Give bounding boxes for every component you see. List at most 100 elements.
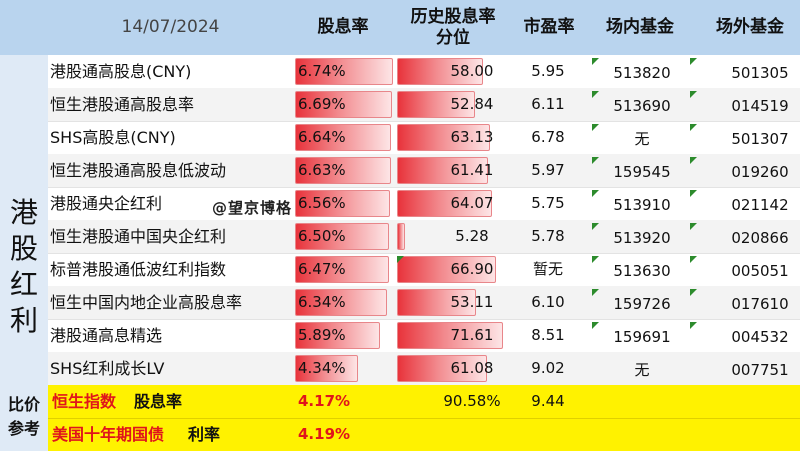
comment-marker-icon [690, 289, 697, 296]
onsite-fund-code: 513910 [613, 196, 671, 214]
header-percentile-line2: 分位 [436, 27, 470, 48]
yield-bar [295, 58, 393, 85]
header-pe: 市盈率 [523, 17, 575, 37]
percentile-value: 61.08 [450, 359, 494, 377]
pe-value: 5.78 [531, 227, 565, 245]
index-name: 港股通央企红利 [50, 194, 163, 213]
percentile-bar [397, 91, 476, 118]
percentile-bar [397, 58, 483, 85]
percentile-value: 53.11 [450, 293, 494, 311]
header-yield: 股息率 [317, 17, 369, 37]
percentile-value: 52.84 [450, 95, 494, 113]
comment-marker-icon [690, 157, 697, 164]
yield-value: 6.47% [298, 260, 346, 278]
category-side-panel: 港 股 红 利 [0, 55, 48, 385]
offsite-fund-code: 014519 [731, 97, 789, 115]
yield-value: 6.34% [298, 293, 346, 311]
comment-marker-icon [592, 190, 599, 197]
comment-marker-icon [690, 322, 697, 329]
pe-value: 6.78 [531, 128, 565, 146]
bond-name: 美国十年期国债 [52, 425, 165, 444]
comment-marker-icon [690, 223, 697, 230]
category-char: 港 [9, 196, 38, 229]
onsite-fund-code: 513920 [613, 229, 671, 247]
comment-marker-icon [690, 124, 697, 131]
index-name: 港股通高息精选 [50, 326, 163, 345]
offsite-fund-code: 004532 [731, 328, 789, 346]
percentile-value: 5.28 [455, 227, 489, 245]
yield-value: 5.89% [298, 326, 346, 344]
yield-bar [295, 289, 387, 316]
category-char: 利 [9, 304, 38, 337]
reference-section: 比价 参考 恒生指数 股息率 4.17% 90.58% 9.44 美国十年期国债… [0, 385, 800, 451]
percentile-value: 64.07 [450, 194, 494, 212]
comment-marker-icon [690, 256, 697, 263]
index-name: 恒生港股通高股息率 [50, 95, 195, 114]
onsite-fund-code: 159545 [613, 163, 671, 181]
pe-value: 6.11 [531, 95, 565, 113]
yield-value: 6.56% [298, 194, 346, 212]
comment-marker-icon [592, 91, 599, 98]
yield-bar [295, 256, 389, 283]
percentile-bar [397, 289, 476, 316]
pe-value: 6.10 [531, 293, 565, 311]
header-percentile-line1: 历史股息率 [410, 6, 496, 27]
yield-value: 6.50% [298, 227, 346, 245]
index-name: SHS高股息(CNY) [50, 128, 176, 147]
bond-rate: 4.19% [298, 425, 351, 443]
percentile-bar [397, 124, 491, 151]
onsite-fund-code: 159691 [613, 328, 671, 346]
pe-value: 8.51 [531, 326, 565, 344]
table-row: SHS红利成长LV 4.34% 61.08 9.02 无 007751 [48, 352, 800, 386]
table-row: 港股通央企红利 6.56% 64.07 5.75 513910 021142 [48, 187, 800, 221]
bond-label: 利率 [188, 425, 221, 444]
pe-value: 暂无 [532, 260, 563, 278]
offsite-fund-code: 021142 [731, 196, 789, 214]
hsi-percentile: 90.58% [443, 392, 501, 410]
header-percentile: 历史股息率 分位 [393, 0, 513, 55]
table-row: 恒生港股通高股息率 6.69% 52.84 6.11 513690 014519 [48, 88, 800, 122]
table-row: 港股通高股息(CNY) 6.74% 58.00 5.95 513820 501305 [48, 55, 800, 89]
comment-marker-icon [690, 91, 697, 98]
offsite-fund-code: 017610 [731, 295, 789, 313]
reference-side-label: 比价 参考 [0, 385, 48, 451]
hsi-name: 恒生指数 [52, 392, 117, 411]
percentile-bar [397, 355, 488, 382]
yield-value: 4.34% [298, 359, 346, 377]
offsite-fund-code: 020866 [731, 229, 789, 247]
comment-marker-icon [397, 256, 404, 263]
percentile-value: 71.61 [450, 326, 494, 344]
table-row: 恒生中国内地企业高股息率 6.34% 53.11 6.10 159726 017610 [48, 286, 800, 320]
yield-bar [295, 355, 358, 382]
yield-value: 6.74% [298, 62, 346, 80]
onsite-fund-code: 513630 [613, 262, 671, 280]
watermark: @望京博格 [212, 199, 293, 217]
pe-value: 5.75 [531, 194, 565, 212]
reference-side-line1: 比价 [7, 395, 40, 414]
yield-bar [295, 124, 392, 151]
comment-marker-icon [592, 223, 599, 230]
index-name: 恒生港股通高股息低波动 [50, 161, 227, 180]
percentile-bar [397, 157, 488, 184]
offsite-fund-code: 501305 [731, 64, 789, 82]
offsite-fund-code: 501307 [731, 130, 789, 148]
yield-value: 6.64% [298, 128, 346, 146]
onsite-fund-code: 513690 [613, 97, 671, 115]
percentile-bar [397, 190, 492, 217]
index-name: 恒生港股通中国央企红利 [50, 227, 227, 246]
percentile-value: 58.00 [450, 62, 494, 80]
reference-side-line2: 参考 [7, 419, 40, 438]
pe-value: 5.95 [531, 62, 565, 80]
comment-marker-icon [592, 289, 599, 296]
table-row: SHS高股息(CNY) 6.64% 63.13 6.78 无 501307 [48, 121, 800, 155]
onsite-fund-code: 无 [634, 361, 650, 379]
hsi-label: 股息率 [134, 392, 183, 411]
header-onsite-fund: 场内基金 [606, 17, 674, 37]
category-char: 股 [9, 232, 38, 265]
yield-bar [295, 157, 392, 184]
comment-marker-icon [592, 256, 599, 263]
yield-bar [295, 322, 381, 349]
reference-row-hsi: 恒生指数 股息率 4.17% 90.58% 9.44 [48, 385, 800, 419]
index-name: SHS红利成长LV [50, 359, 165, 378]
